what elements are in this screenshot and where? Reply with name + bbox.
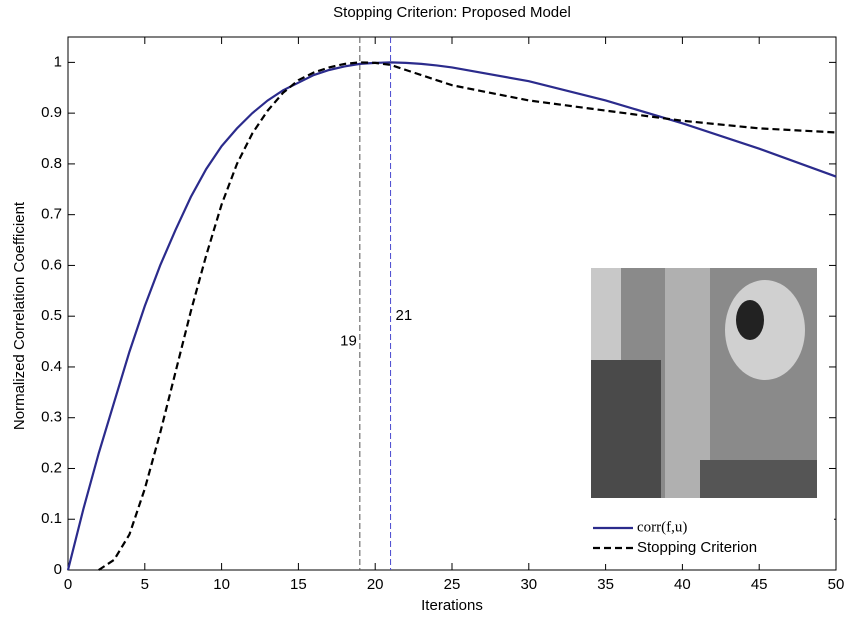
y-tick-label: 0.3 [41, 409, 62, 426]
x-tick-label: 35 [597, 576, 614, 593]
y-tick-label: 0.6 [41, 256, 62, 273]
x-tick-label: 0 [64, 576, 72, 593]
y-tick-label: 0.4 [41, 358, 62, 375]
series-line [66, 61, 837, 571]
y-tick-label: 0.7 [41, 206, 62, 223]
x-axis-label: Iterations [421, 597, 483, 614]
y-tick-label: 0.8 [41, 155, 62, 172]
x-tick-label: 40 [674, 576, 691, 593]
y-tick-label: 0.1 [41, 510, 62, 527]
y-tick-label: 0 [54, 561, 62, 578]
marker-label: 21 [396, 307, 413, 324]
x-tick-label: 25 [444, 576, 461, 593]
x-tick-label: 30 [520, 576, 537, 593]
chart-title: Stopping Criterion: Proposed Model [333, 4, 571, 21]
x-tick-label: 45 [751, 576, 768, 593]
legend-box [591, 516, 834, 564]
x-tick-label: 10 [213, 576, 230, 593]
x-tick-label: 15 [290, 576, 307, 593]
y-tick-label: 1 [54, 53, 62, 70]
legend-label: corr(f,u) [637, 519, 687, 535]
legend-label: Stopping Criterion [637, 539, 757, 556]
y-tick-label: 0.9 [41, 104, 62, 121]
x-tick-label: 50 [828, 576, 845, 593]
marker-label: 19 [340, 333, 357, 350]
y-tick-label: 0.5 [41, 307, 62, 324]
y-tick-label: 0.2 [41, 459, 62, 476]
x-tick-label: 20 [367, 576, 384, 593]
series-line [98, 61, 837, 571]
y-axis-label: Normalized Correlation Coefficient [11, 201, 28, 430]
inset-photo [591, 268, 817, 498]
x-tick-label: 5 [141, 576, 149, 593]
